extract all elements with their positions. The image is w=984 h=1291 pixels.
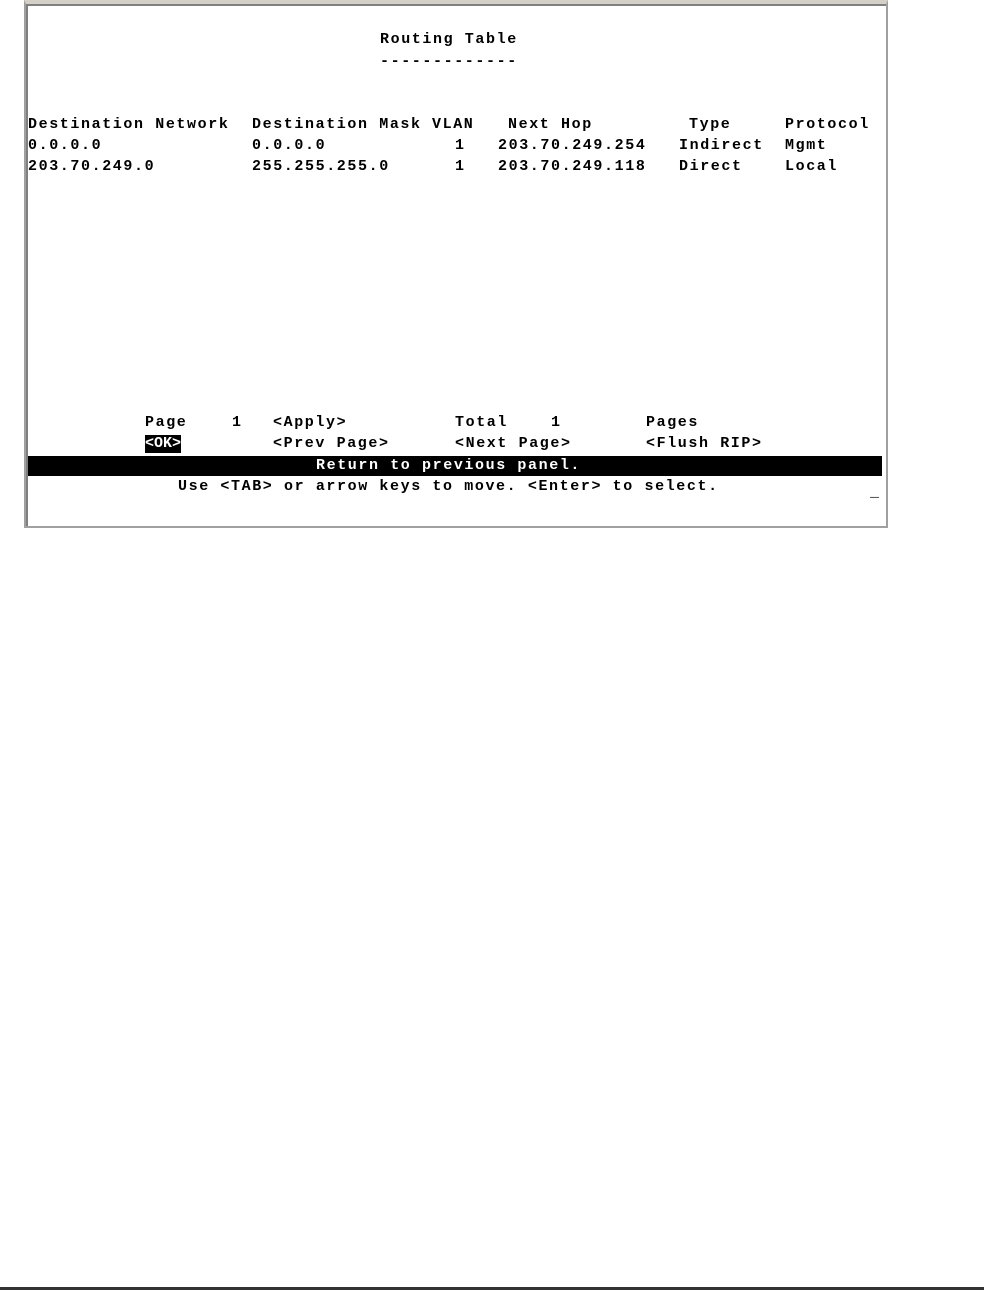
page-input[interactable]: 1 — [232, 414, 243, 431]
cell-vlan: 1 — [455, 158, 466, 175]
cell-destination: 0.0.0.0 — [28, 137, 103, 154]
status-text: Return to previous panel. — [316, 457, 582, 474]
cell-mask: 255.255.255.0 — [252, 158, 390, 175]
col-type: Type — [689, 116, 732, 133]
flush-rip-button[interactable]: <Flush RIP> — [646, 435, 763, 452]
col-next-hop: Next Hop — [508, 116, 593, 133]
cell-protocol: Local — [785, 158, 839, 175]
help-text: Use <TAB> or arrow keys to move. <Enter>… — [178, 478, 719, 495]
cell-type: Indirect — [679, 137, 764, 154]
cell-next-hop: 203.70.249.118 — [498, 158, 647, 175]
col-vlan: VLAN — [432, 116, 475, 133]
title-underline: ------------- — [380, 53, 518, 70]
cell-type: Direct — [679, 158, 743, 175]
next-page-button[interactable]: <Next Page> — [455, 435, 572, 452]
cell-protocol: Mgmt — [785, 137, 828, 154]
divider — [0, 1287, 984, 1290]
cell-destination: 203.70.249.0 — [28, 158, 156, 175]
apply-button[interactable]: <Apply> — [273, 414, 348, 431]
cell-mask: 0.0.0.0 — [252, 137, 327, 154]
cell-vlan: 1 — [455, 137, 466, 154]
cursor: _ — [870, 484, 881, 501]
col-destination-network: Destination Network — [28, 116, 230, 133]
page-title: Routing Table — [380, 31, 518, 48]
status-bar — [28, 456, 882, 476]
pages-label: Pages — [646, 414, 700, 431]
col-protocol: Protocol — [785, 116, 870, 133]
prev-page-button[interactable]: <Prev Page> — [273, 435, 390, 452]
ok-button[interactable]: <OK> — [145, 435, 182, 453]
total-label: Total — [455, 414, 509, 431]
page-label: Page — [145, 414, 188, 431]
total-value: 1 — [551, 414, 562, 431]
cell-next-hop: 203.70.249.254 — [498, 137, 647, 154]
col-destination-mask: Destination Mask — [252, 116, 422, 133]
